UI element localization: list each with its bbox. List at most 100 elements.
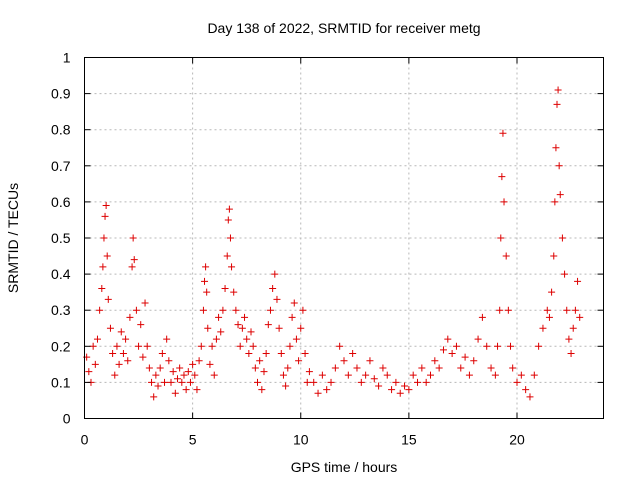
data-point xyxy=(176,364,184,372)
data-point xyxy=(318,371,326,379)
data-point xyxy=(297,324,305,332)
data-point xyxy=(487,364,495,372)
data-point xyxy=(137,321,145,329)
data-point xyxy=(576,313,584,321)
data-point xyxy=(279,371,287,379)
data-point xyxy=(457,364,465,372)
data-point xyxy=(545,313,553,321)
data-point xyxy=(299,306,307,314)
data-point xyxy=(115,360,123,368)
data-point xyxy=(500,198,508,206)
y-tick-label: 0.7 xyxy=(51,158,71,174)
data-point xyxy=(234,321,242,329)
data-point xyxy=(553,100,561,108)
data-point xyxy=(288,313,296,321)
y-tick-label: 1 xyxy=(63,50,71,66)
data-point xyxy=(569,324,577,332)
data-point xyxy=(427,371,434,379)
data-point xyxy=(182,386,190,394)
data-point xyxy=(91,360,99,368)
data-point xyxy=(243,335,251,343)
data-point xyxy=(89,342,97,350)
data-point xyxy=(226,234,234,242)
data-point xyxy=(184,368,192,376)
y-tick-label: 0.9 xyxy=(51,86,71,102)
data-point xyxy=(295,357,303,365)
data-point xyxy=(143,342,151,350)
y-tick-label: 0.6 xyxy=(51,194,71,210)
data-point xyxy=(292,335,300,343)
data-point xyxy=(554,86,562,94)
data-point xyxy=(284,364,292,372)
data-point xyxy=(556,191,564,199)
data-point xyxy=(141,299,149,307)
data-point xyxy=(561,270,569,278)
data-point xyxy=(106,324,114,332)
data-point xyxy=(530,371,538,379)
data-point xyxy=(130,256,138,264)
data-point xyxy=(277,350,285,358)
data-point xyxy=(409,371,417,379)
data-point xyxy=(202,263,210,271)
data-point xyxy=(195,357,203,365)
data-points xyxy=(83,86,584,401)
data-point xyxy=(117,328,125,336)
data-point xyxy=(491,371,499,379)
data-point xyxy=(223,252,231,260)
data-point xyxy=(273,295,281,303)
data-point xyxy=(154,382,162,390)
data-point xyxy=(414,378,422,386)
data-point xyxy=(111,371,119,379)
data-point xyxy=(565,335,573,343)
data-point xyxy=(258,386,266,394)
data-point xyxy=(145,364,153,372)
data-point xyxy=(167,378,175,386)
data-point xyxy=(388,386,396,394)
data-point xyxy=(563,306,571,314)
data-point xyxy=(171,389,179,397)
data-point xyxy=(251,364,259,372)
data-point xyxy=(201,277,209,285)
data-point xyxy=(93,335,101,343)
data-point xyxy=(169,368,177,376)
data-point xyxy=(499,129,507,137)
data-point xyxy=(165,357,173,365)
data-point xyxy=(314,389,322,397)
data-point xyxy=(513,378,521,386)
data-point xyxy=(236,342,244,350)
data-point xyxy=(366,357,374,365)
data-point xyxy=(189,360,197,368)
data-point xyxy=(310,378,318,386)
data-point xyxy=(224,216,232,224)
data-point xyxy=(260,368,268,376)
data-point xyxy=(305,368,313,376)
data-point xyxy=(158,350,166,358)
data-point xyxy=(286,342,294,350)
data-point xyxy=(98,285,106,293)
grid xyxy=(84,57,604,419)
data-point xyxy=(478,313,486,321)
data-point xyxy=(555,162,563,170)
data-point xyxy=(552,144,560,152)
data-point xyxy=(392,378,400,386)
data-point xyxy=(264,321,272,329)
data-point xyxy=(340,357,348,365)
data-point xyxy=(262,350,270,358)
data-point xyxy=(349,350,357,358)
data-point xyxy=(396,389,404,397)
data-point xyxy=(204,324,212,332)
data-point xyxy=(225,205,233,213)
data-point xyxy=(379,364,387,372)
data-point xyxy=(497,234,505,242)
data-point xyxy=(254,378,261,386)
data-point xyxy=(102,202,110,210)
data-point xyxy=(439,346,447,354)
y-tick-label: 0.8 xyxy=(51,122,71,138)
data-point xyxy=(574,277,582,285)
data-point xyxy=(139,353,147,361)
data-point xyxy=(548,288,556,296)
data-point xyxy=(483,342,491,350)
data-point xyxy=(290,299,298,307)
data-point xyxy=(558,234,566,242)
data-point xyxy=(375,382,383,390)
